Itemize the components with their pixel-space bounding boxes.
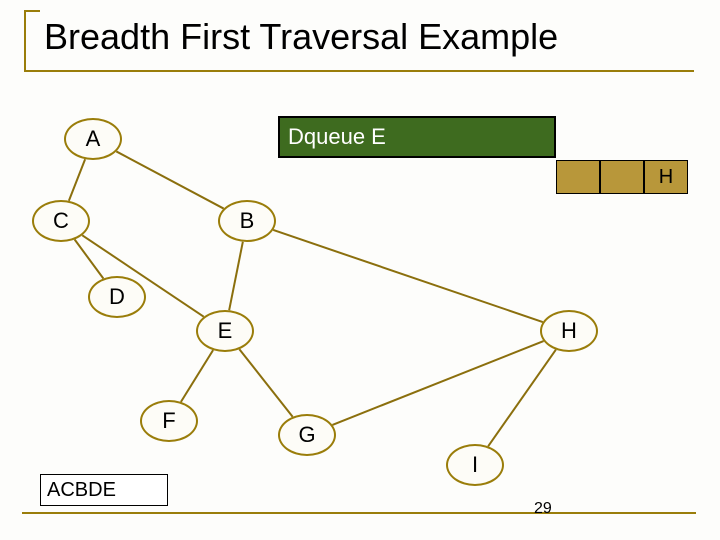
queue-cell-0 bbox=[556, 160, 600, 194]
edge-E-G bbox=[239, 349, 292, 417]
visited-output-box: ACBDE bbox=[40, 474, 168, 506]
node-A: A bbox=[64, 118, 122, 160]
edge-H-G bbox=[332, 341, 543, 425]
queue-cell-1 bbox=[600, 160, 644, 194]
node-F: F bbox=[140, 400, 198, 442]
title-underline bbox=[24, 70, 694, 72]
edge-B-E bbox=[229, 242, 243, 310]
footer-line bbox=[22, 512, 696, 514]
queue-cell-2: H bbox=[644, 160, 688, 194]
visited-output-text: ACBDE bbox=[47, 479, 116, 502]
queue-status-label: Dqueue E bbox=[288, 124, 386, 150]
page-title: Breadth First Traversal Example bbox=[44, 16, 558, 58]
edge-A-C bbox=[69, 159, 85, 201]
edges-svg bbox=[0, 0, 720, 540]
title-accent-box bbox=[24, 10, 40, 72]
node-D: D bbox=[88, 276, 146, 318]
edge-B-H bbox=[273, 230, 543, 322]
node-E: E bbox=[196, 310, 254, 352]
node-G: G bbox=[278, 414, 336, 456]
edge-H-I bbox=[488, 350, 556, 447]
node-B: B bbox=[218, 200, 276, 242]
edge-E-F bbox=[181, 350, 213, 402]
node-C: C bbox=[32, 200, 90, 242]
page-number: 29 bbox=[534, 500, 552, 518]
queue-cells: H bbox=[556, 160, 688, 194]
queue-status-box: Dqueue E bbox=[278, 116, 556, 158]
node-H: H bbox=[540, 310, 598, 352]
edge-C-D bbox=[75, 240, 104, 279]
edge-A-B bbox=[116, 151, 223, 208]
node-I: I bbox=[446, 444, 504, 486]
